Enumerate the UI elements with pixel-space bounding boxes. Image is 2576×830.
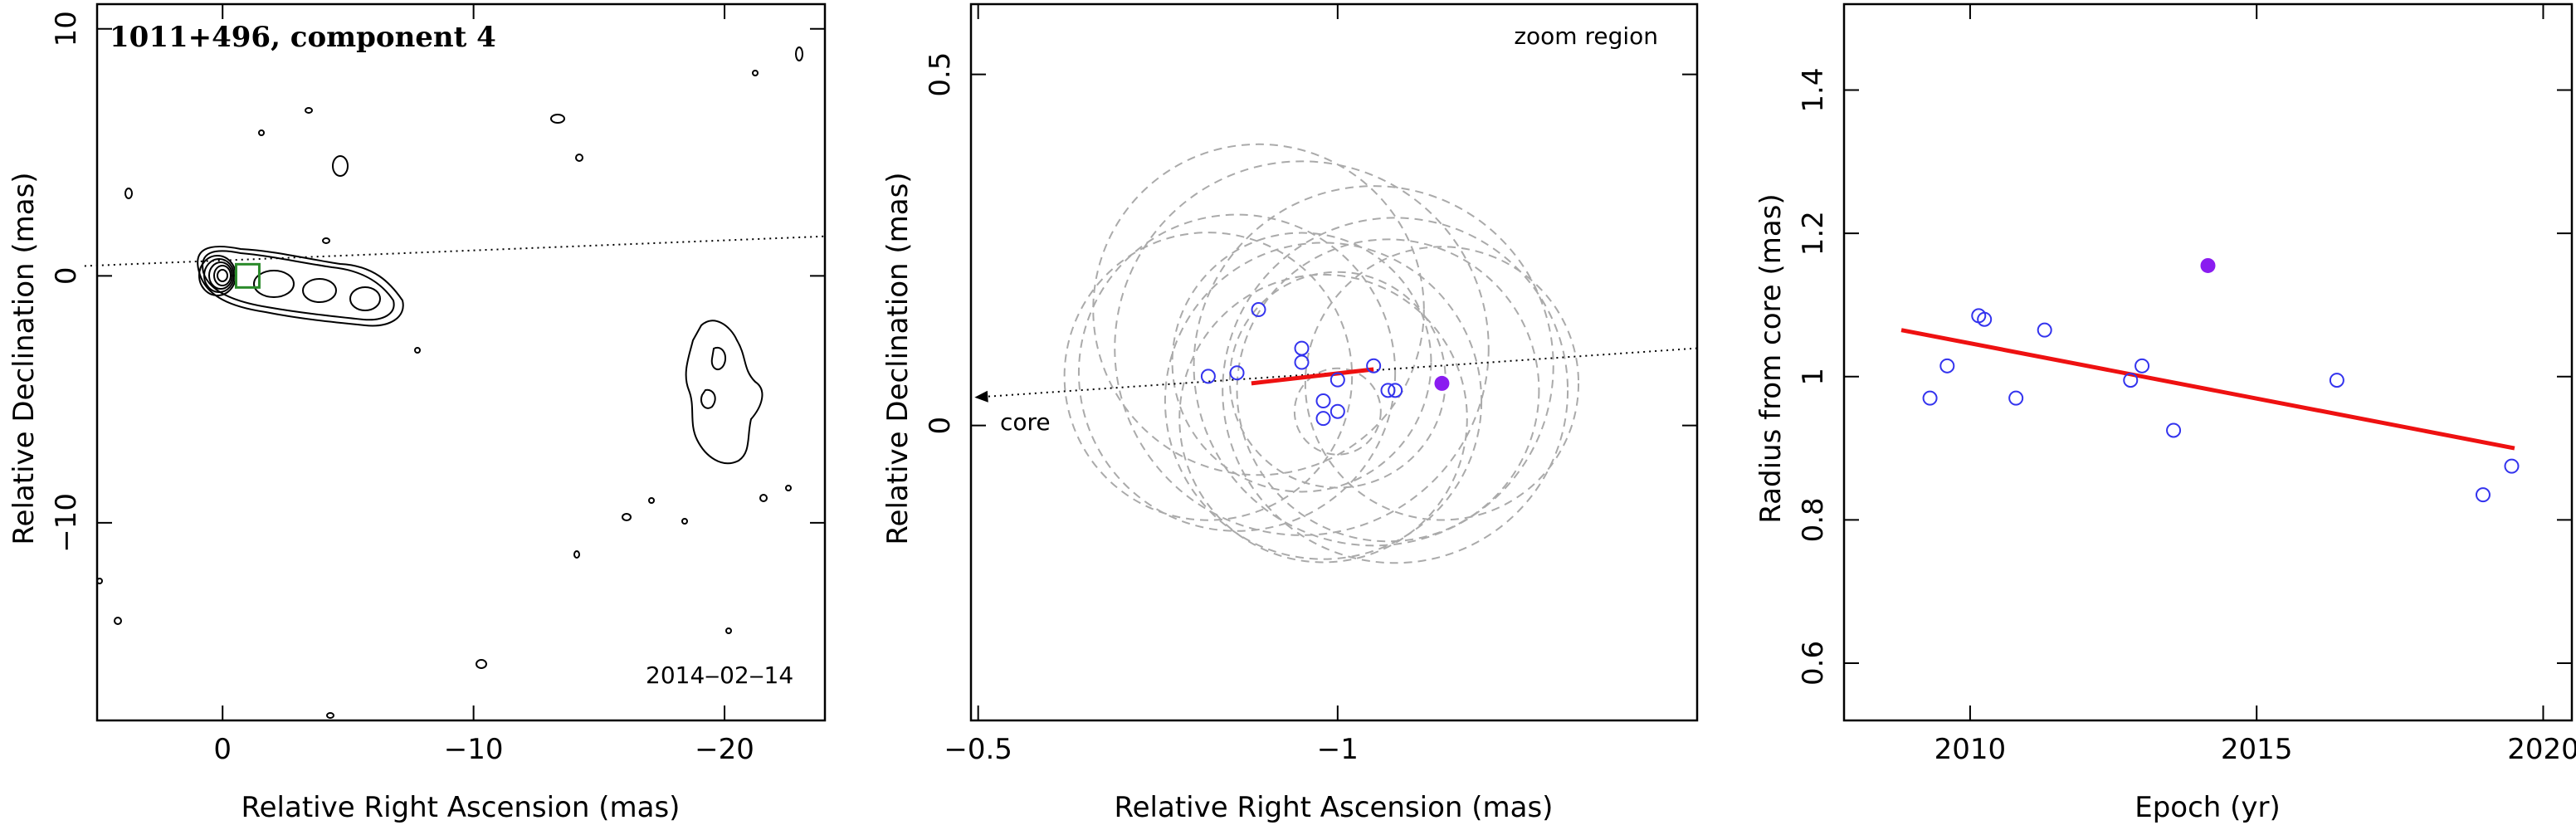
x-axis-label: Epoch (yr) [2134,791,2281,824]
x-tick-label: −0.5 [944,733,1012,766]
component-size-circle [1114,160,1490,536]
y-axis-ticks: 0.50 [924,52,1697,435]
y-tick-label: 1.2 [1797,211,1830,256]
panel-zoom-region: −0.5 −1 0.50 zoom region core Relative Ri… [881,2,1699,824]
contour-plot-area [84,46,826,719]
core-arrow-icon [974,390,988,403]
component-marker-box [234,262,261,289]
component-size-circle [1077,213,1397,532]
radius-points [1922,308,2520,503]
y-tick-label: 0.6 [1797,641,1830,686]
component-size-circle [1193,185,1554,547]
jet-contours [96,46,803,719]
x-tick-label: −10 [444,733,504,766]
component-size-circle [1293,367,1382,456]
y-tick-label: −10 [50,493,83,553]
data-point [2134,358,2150,374]
trajectory-fit-line [1251,367,1374,386]
highlighted-epoch-point [1434,375,1450,391]
component-size-circle [1236,238,1540,543]
plot-frame [95,2,827,722]
y-axis-ticks: 10 0 −10 [50,11,825,553]
x-axis-ticks: 2010 2015 2020 [1934,4,2576,766]
data-point [1922,390,1938,406]
y-tick-label: 1 [1797,368,1830,386]
x-tick-label: 2020 [2507,733,2576,766]
y-tick-label: 0 [924,417,957,435]
data-point [1329,403,1345,419]
data-point [2008,390,2024,406]
data-point [1329,372,1345,388]
observation-date: 2014‒02‒14 [646,662,793,689]
panel-radius-vs-epoch: 2010 2015 2020 0.6 0.8 1 1.2 1.4 Epoch (yr) Ra… [1754,2,2576,824]
data-point [2475,487,2491,503]
x-tick-label: −20 [695,733,754,766]
data-point [1294,340,1310,356]
data-point [1939,358,1955,374]
x-axis-label: Relative Right Ascension (mas) [1115,791,1554,824]
component-size-circle [1171,232,1432,493]
data-point [1977,311,1993,327]
y-tick-label: 0.8 [1797,497,1830,542]
data-point [2329,373,2344,388]
component-size-circle [1178,273,1468,564]
component-size-circle [1164,242,1483,560]
y-axis-ticks: 0.6 0.8 1 1.2 1.4 [1797,68,2572,686]
jet-direction-line [84,235,826,267]
data-point [1315,411,1331,427]
data-point [1380,383,1396,398]
y-tick-label: 10 [50,11,83,46]
x-tick-label: 0 [213,733,232,766]
zoom-region-label: zoom region [1514,22,1658,50]
data-point [1200,369,1216,384]
x-tick-label: −1 [1317,733,1359,766]
data-point [1366,358,1382,374]
x-tick-label: 2010 [1934,733,2007,766]
map-title: 1011+496, component 4 [110,21,496,54]
y-axis-label: Relative Declination (mas) [7,172,41,544]
data-point [1229,365,1245,381]
x-axis-ticks: −0.5 −1 [944,4,1359,766]
y-tick-label: 1.4 [1797,68,1830,113]
component-size-circle [1063,232,1354,521]
data-point [2037,322,2052,338]
x-axis-label: Relative Right Ascension (mas) [242,791,681,824]
plot-frame [1842,2,2574,722]
highlighted-epoch-point [2200,257,2216,273]
data-point [2123,373,2139,388]
y-tick-label: 0.5 [924,52,957,97]
component-size-circles [1063,143,1580,564]
data-point [2504,458,2520,474]
x-axis-ticks: 0 −10 −20 [213,4,754,766]
data-point [1251,302,1266,318]
x-tick-label: 2015 [2221,733,2293,766]
core-label: core [1000,408,1051,436]
data-point [1315,393,1331,409]
y-axis-label: Relative Declination (mas) [881,172,915,544]
y-tick-label: 0 [50,267,83,286]
component-size-circle [1092,143,1425,476]
component-size-circle [1222,217,1569,564]
data-point [2166,422,2182,438]
data-point [1388,383,1403,398]
data-point [1294,354,1310,370]
radius-fit-line [1900,328,2515,451]
y-axis-label: Radius from core (mas) [1754,193,1788,523]
plot-frame [969,2,1699,722]
panel-contour-map: 0 −10 −20 10 0 −10 1011+496, component 4 201… [7,2,827,824]
component-size-circle [1304,246,1580,521]
component-positions [1200,302,1403,427]
